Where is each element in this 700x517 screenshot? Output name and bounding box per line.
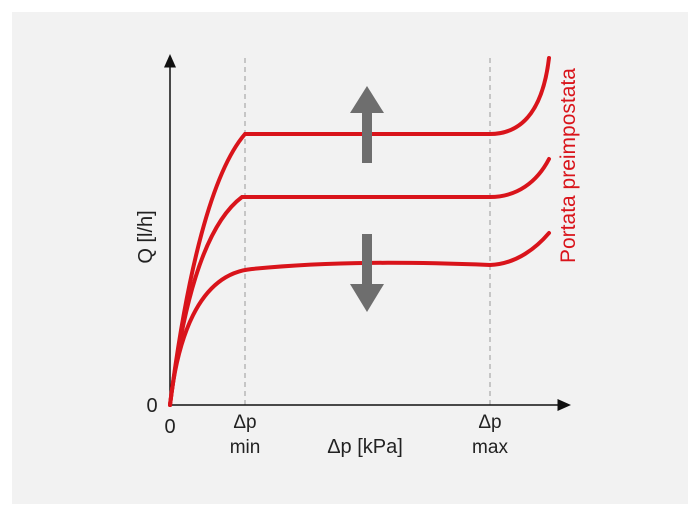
curve-high bbox=[168, 56, 551, 407]
arrow-up-icon bbox=[350, 86, 384, 163]
dp-min-label-top: Δp bbox=[233, 412, 256, 433]
flow-pressure-diagram: Q [l/h] 0 0 Δp min Δp max Δp [kPa] Porta… bbox=[135, 54, 580, 458]
curve-mid bbox=[168, 157, 551, 407]
y-axis-label: Q [l/h] bbox=[135, 210, 157, 263]
arrow-down-icon bbox=[350, 234, 384, 312]
diagram-canvas: Q [l/h] 0 0 Δp min Δp max Δp [kPa] Porta… bbox=[12, 12, 688, 504]
curves-label: Portata preimpostata bbox=[557, 68, 580, 263]
curve-low bbox=[168, 231, 551, 407]
dp-min-label-bottom: min bbox=[230, 437, 261, 458]
dp-max-label-bottom: max bbox=[472, 437, 508, 458]
origin-y-label: 0 bbox=[146, 395, 157, 417]
dp-max-label-top: Δp bbox=[478, 412, 501, 433]
origin-x-label: 0 bbox=[164, 416, 175, 438]
x-axis-label: Δp [kPa] bbox=[327, 436, 403, 458]
